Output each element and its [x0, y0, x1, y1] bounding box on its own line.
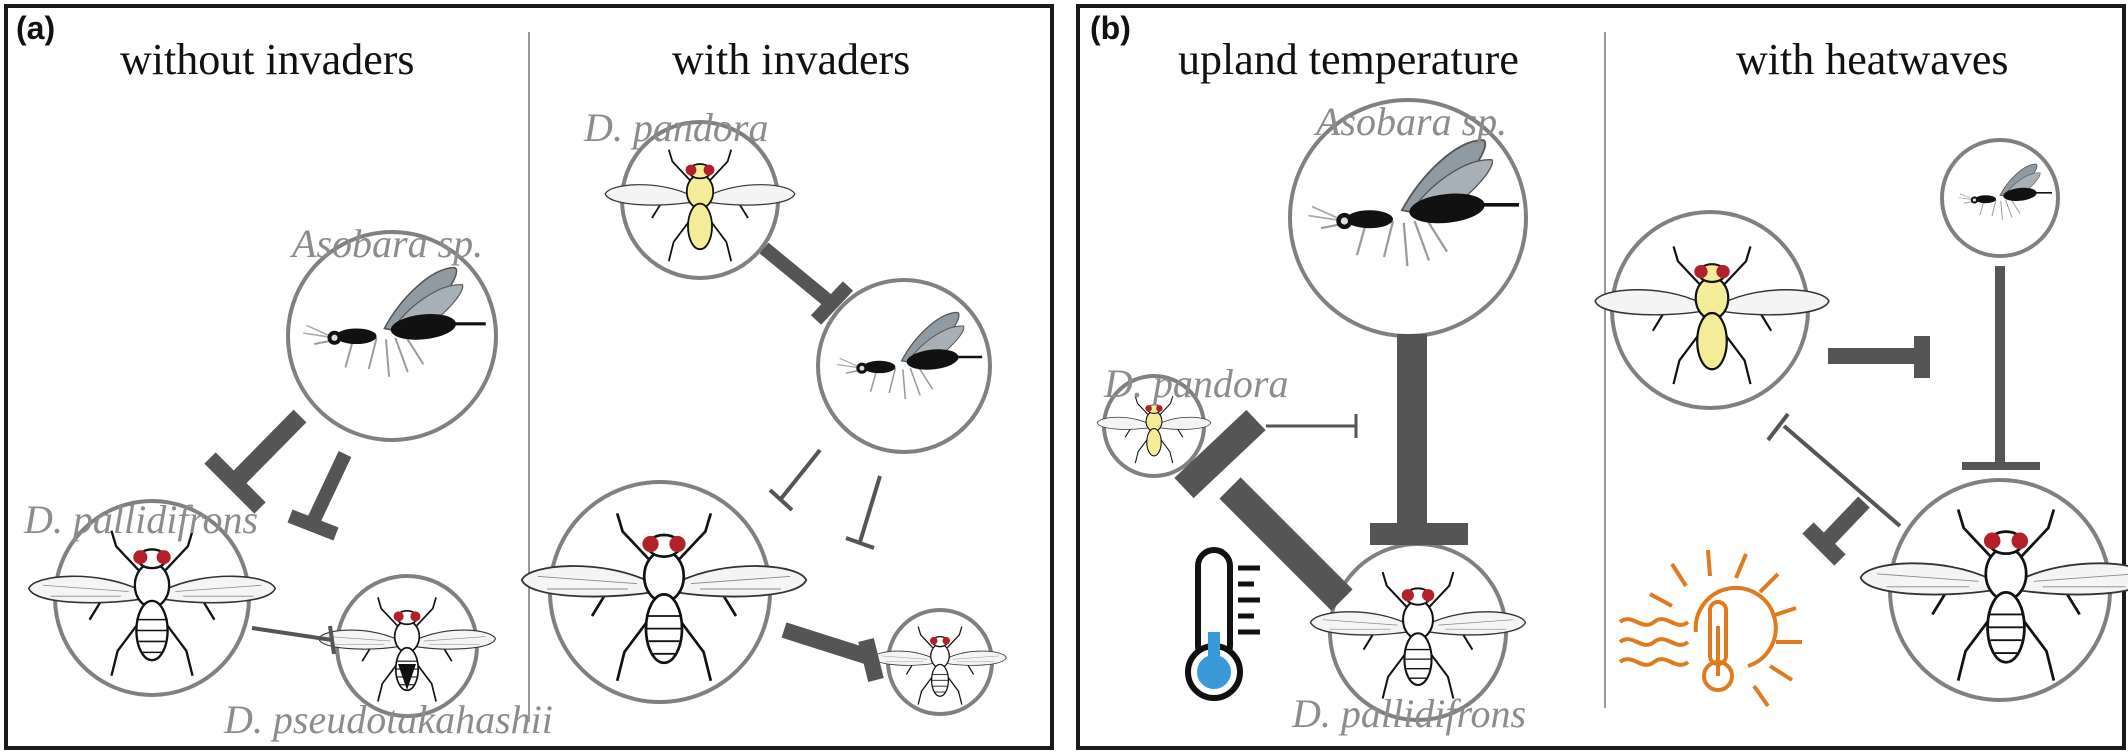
inhibition-arrow: [1174, 334, 1468, 611]
panel-a-d-pseudotakahashii-label: D. pseudotakahashii: [224, 697, 553, 742]
panel-a-left-heading: without invaders: [120, 35, 415, 84]
inhibition-arrow: [204, 409, 352, 655]
panel-b-left-heading: upland temperature: [1178, 35, 1519, 84]
panel-a-right-network: [520, 120, 1007, 716]
panel-b-asobara-label: Asobara sp.: [1316, 99, 1508, 144]
panel-b-left-network: [1096, 98, 1528, 722]
panel-b-right-heading: with heatwaves: [1736, 35, 2009, 84]
panel-b-letter: (b): [1090, 10, 1131, 46]
panel-b-divider: [1604, 32, 1606, 708]
panel-a-frame: [4, 4, 1054, 750]
heatwave-icon: [1618, 549, 1802, 708]
panel-b-d-pallidifrons-label: D. pallidifrons: [1292, 691, 1527, 736]
panel-b-d-pandora-label: D. pandora: [1104, 361, 1289, 406]
panel-a-left-network: [27, 230, 498, 718]
inhibition-arrow: [1766, 266, 2040, 566]
panel-b-frame: [1076, 4, 2126, 750]
inhibition-arrow: [759, 242, 884, 682]
panel-a-divider: [528, 32, 530, 722]
panel-a-d-pallidifrons-label: D. pallidifrons: [24, 497, 259, 542]
panel-a-letter: (a): [16, 10, 56, 46]
thermometer-icon: [1185, 547, 1260, 701]
panel-a-right-heading: with invaders: [672, 35, 911, 84]
panel-b-right-network: [1593, 138, 2128, 708]
panel-a-asobara-label: Asobara sp.: [292, 221, 484, 266]
panel-a-d-pandora-label: D. pandora: [584, 105, 769, 150]
